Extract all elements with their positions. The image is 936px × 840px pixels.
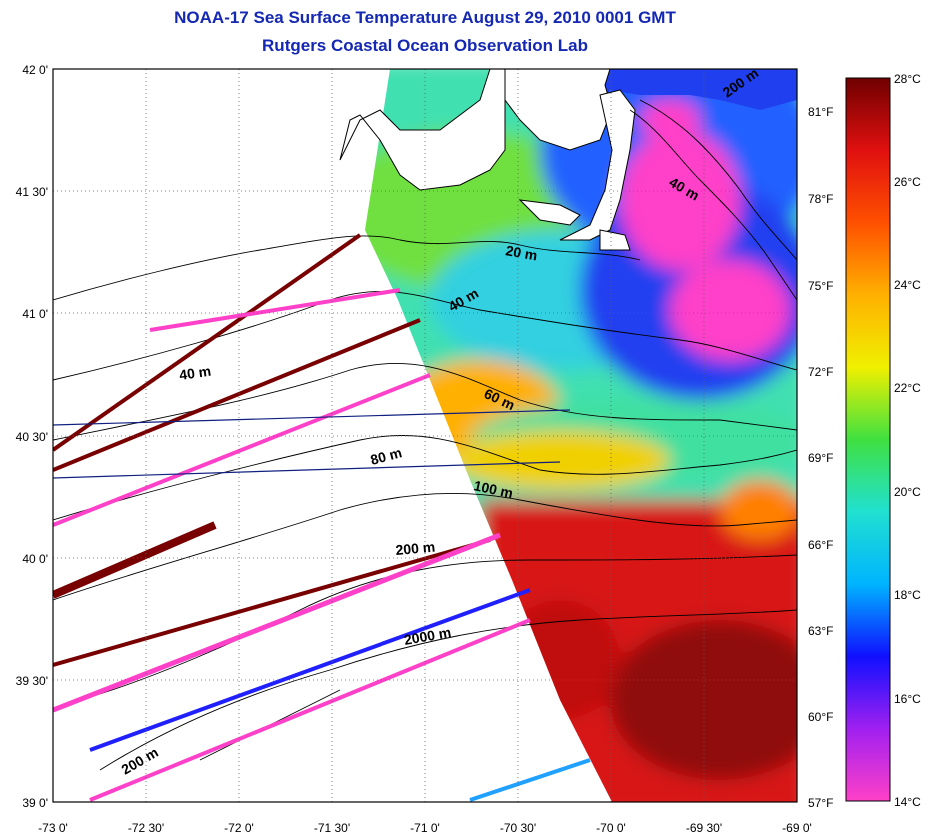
longitude-axis: -73 0' -72 30' -72 0' -71 30' -71 0' -70… <box>38 821 812 835</box>
contour-label-80m: 80 m <box>369 444 404 468</box>
lat-tick-label: 41 0' <box>22 307 48 321</box>
colorbar-f-tick: 57°F <box>808 796 833 810</box>
colorbar-celsius-ticks: 28°C 26°C 24°C 22°C 20°C 18°C 16°C 14°C <box>894 72 921 809</box>
colorbar-c-tick: 24°C <box>894 278 921 292</box>
lat-tick-label: 39 30' <box>16 674 48 688</box>
lon-tick-label: -72 0' <box>224 821 254 835</box>
colorbar-f-tick: 60°F <box>808 710 833 724</box>
nantucket <box>599 229 631 251</box>
lat-tick-label: 40 30' <box>16 430 48 444</box>
colorbar-f-tick: 78°F <box>808 192 833 206</box>
lon-tick-label: -69 30' <box>686 821 722 835</box>
lat-tick-label: 39 0' <box>22 796 48 810</box>
marthas-vineyard <box>518 199 581 226</box>
rhode-island <box>339 68 506 191</box>
lon-tick-label: -70 0' <box>596 821 626 835</box>
land-masses <box>339 68 797 251</box>
lat-tick-label: 42 0' <box>22 63 48 77</box>
colorbar-c-tick: 14°C <box>894 795 921 809</box>
lon-tick-label: -69 0' <box>782 821 812 835</box>
colorbar-f-tick: 72°F <box>808 365 833 379</box>
lat-tick-label: 40 0' <box>22 552 48 566</box>
colorbar-c-tick: 16°C <box>894 692 921 706</box>
lon-tick-label: -70 30' <box>500 821 536 835</box>
colorbar-c-tick: 20°C <box>894 485 921 499</box>
contour-label-20m: 20 m <box>504 242 538 263</box>
colorbar-c-tick: 18°C <box>894 588 921 602</box>
graticule <box>53 69 797 802</box>
map-title: NOAA-17 Sea Surface Temperature August 2… <box>174 8 676 27</box>
colorbar-fahrenheit-ticks: 81°F 78°F 75°F 72°F 69°F 66°F 63°F 60°F … <box>808 105 833 810</box>
map-subtitle: Rutgers Coastal Ocean Observation Lab <box>262 36 588 55</box>
lon-tick-label: -71 0' <box>410 821 440 835</box>
colorbar-f-tick: 66°F <box>808 538 833 552</box>
map-frame <box>52 68 798 803</box>
colorbar-f-tick: 81°F <box>808 105 833 119</box>
swath-streaks <box>53 233 591 802</box>
colorbar-f-tick: 63°F <box>808 624 833 638</box>
lon-tick-label: -71 30' <box>314 821 350 835</box>
contour-label-200m: 200 m <box>395 539 436 558</box>
coastline-massachusetts <box>504 68 613 151</box>
lat-tick-label: 41 30' <box>16 185 48 199</box>
colorbar-f-tick: 75°F <box>808 279 833 293</box>
lon-tick-label: -73 0' <box>38 821 68 835</box>
colorbar-c-tick: 22°C <box>894 381 921 395</box>
colorbar-c-tick: 28°C <box>894 72 921 86</box>
colorbar-f-tick: 69°F <box>808 451 833 465</box>
colorbar <box>845 77 891 802</box>
contour-label-40m-west: 40 m <box>178 363 212 383</box>
latitude-axis: 42 0' 41 30' 41 0' 40 30' 40 0' 39 30' 3… <box>16 63 48 810</box>
colorbar-c-tick: 26°C <box>894 175 921 189</box>
lon-tick-label: -72 30' <box>128 821 164 835</box>
